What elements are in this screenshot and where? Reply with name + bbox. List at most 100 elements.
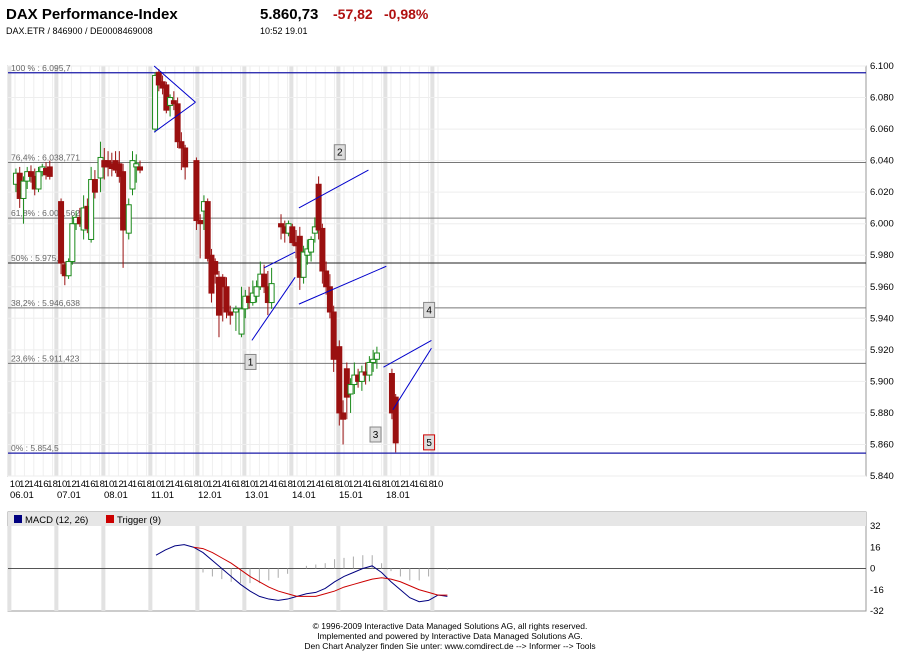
x-hour-label: 18 xyxy=(235,479,246,490)
x-hour-label: 12 xyxy=(254,479,265,490)
wave-marker-label: 3 xyxy=(373,430,379,441)
instrument-codes: DAX.ETR / 846900 / DE0008469008 xyxy=(6,26,153,36)
candle-body xyxy=(289,226,296,244)
candle-body xyxy=(97,156,104,179)
wave-marker-box xyxy=(244,353,257,370)
quote-time: 10:52 19.01 xyxy=(260,26,308,36)
candle-body xyxy=(340,412,347,420)
footer-link[interactable]: Den Chart Analyzer finden Sie unter: www… xyxy=(304,641,596,651)
y-tick-label: 6.100 xyxy=(870,61,894,72)
wave-marker-label: 1 xyxy=(248,357,254,368)
macd-legend-label: Trigger (9) xyxy=(117,515,161,526)
y-tick-label: 5.880 xyxy=(870,408,894,419)
candle-body xyxy=(268,283,275,304)
x-date-label: 13.01 xyxy=(245,490,269,501)
candle-body xyxy=(204,201,211,259)
candle-body xyxy=(358,371,365,382)
x-hour-label: 10 xyxy=(292,479,303,490)
candle-body xyxy=(46,166,53,177)
macd-y-tick-label: 0 xyxy=(870,564,875,575)
candle-body xyxy=(315,183,322,231)
macd-y-tick-label: -32 xyxy=(870,606,884,617)
candle-body xyxy=(392,396,399,444)
candle-body xyxy=(170,100,177,105)
footer-powered: Implemented and powered by Interactive D… xyxy=(317,631,583,641)
x-date-label: 11.01 xyxy=(151,490,174,501)
price-change-percent: -0,98% xyxy=(384,6,429,22)
y-tick-label: 5.860 xyxy=(870,439,894,450)
x-hour-label: 18 xyxy=(47,479,58,490)
footer-copyright: © 1996-2009 Interactive Data Managed Sol… xyxy=(312,621,588,631)
last-price: 5.860,73 xyxy=(260,6,319,23)
candle-body xyxy=(88,179,95,240)
x-hour-label: 10 xyxy=(10,479,21,490)
y-tick-label: 5.980 xyxy=(870,250,894,261)
x-hour-label: 14 xyxy=(358,479,369,490)
candle-body xyxy=(330,311,337,360)
candle-body xyxy=(27,171,34,177)
macd-y-tick-label: 32 xyxy=(870,521,881,532)
trendline xyxy=(298,265,387,305)
price-change: -57,82 xyxy=(333,6,373,22)
y-tick-label: 5.940 xyxy=(870,313,894,324)
x-hour-label: 16 xyxy=(414,479,425,490)
wave-marker-box xyxy=(333,144,346,161)
x-hour-label: 12 xyxy=(160,479,171,490)
trendline xyxy=(263,251,296,269)
candle-body xyxy=(278,223,285,228)
x-hour-label: 12 xyxy=(301,479,312,490)
candle-body xyxy=(232,308,239,313)
day-separator xyxy=(101,66,106,476)
macd-legend-swatch xyxy=(106,515,114,523)
x-hour-label: 18 xyxy=(141,479,152,490)
candle-body xyxy=(182,147,189,168)
macd-legend-swatch xyxy=(14,515,22,523)
y-tick-label: 5.900 xyxy=(870,376,894,387)
y-tick-label: 5.960 xyxy=(870,282,894,293)
x-hour-label: 18 xyxy=(423,479,434,490)
x-hour-label: 16 xyxy=(85,479,96,490)
wave-marker-box xyxy=(423,434,436,451)
fib-level-label: 0% : 5.854,5 xyxy=(11,443,59,453)
x-hour-label: 14 xyxy=(29,479,40,490)
candle-body xyxy=(58,201,65,264)
trendline xyxy=(153,65,196,103)
fib-level-label: 23,6% : 5.911,423 xyxy=(11,353,80,363)
x-hour-label: 14 xyxy=(217,479,228,490)
fib-level-label: 38,2% : 5.946,638 xyxy=(11,298,80,308)
day-separator xyxy=(242,66,247,476)
fib-level-label: 100 % : 6.095,7 xyxy=(11,63,71,73)
x-date-label: 15.01 xyxy=(339,490,363,501)
x-hour-label: 14 xyxy=(170,479,181,490)
x-hour-label: 12 xyxy=(113,479,124,490)
x-hour-label: 18 xyxy=(94,479,105,490)
candle-body xyxy=(323,270,330,288)
y-tick-label: 6.060 xyxy=(870,124,894,135)
x-hour-label: 12 xyxy=(19,479,30,490)
trendline xyxy=(298,169,369,209)
x-hour-label: 14 xyxy=(123,479,134,490)
candle-body xyxy=(326,286,333,313)
x-hour-label: 16 xyxy=(179,479,190,490)
x-date-label: 06.01 xyxy=(10,490,34,501)
candle-body xyxy=(69,223,76,263)
x-hour-label: 16 xyxy=(273,479,284,490)
candle-body xyxy=(388,373,395,414)
x-date-label: 18.01 xyxy=(386,490,410,501)
wave-marker-box xyxy=(423,301,436,318)
x-hour-label: 18 xyxy=(329,479,340,490)
macd-legend-bar xyxy=(8,512,866,526)
candle-body xyxy=(129,160,136,190)
day-separator xyxy=(195,66,200,476)
candle-body xyxy=(253,286,260,297)
x-hour-label: 16 xyxy=(132,479,143,490)
x-hour-label: 14 xyxy=(264,479,275,490)
y-tick-label: 6.020 xyxy=(870,187,894,198)
x-hour-label: 10 xyxy=(386,479,397,490)
x-hour-label: 10 xyxy=(57,479,68,490)
candle-body xyxy=(215,276,222,316)
fib-level-label: 61,8% : 6.003,562 xyxy=(11,208,80,218)
candle-body xyxy=(116,163,123,177)
x-hour-label: 12 xyxy=(348,479,359,490)
candle-body xyxy=(336,346,343,414)
